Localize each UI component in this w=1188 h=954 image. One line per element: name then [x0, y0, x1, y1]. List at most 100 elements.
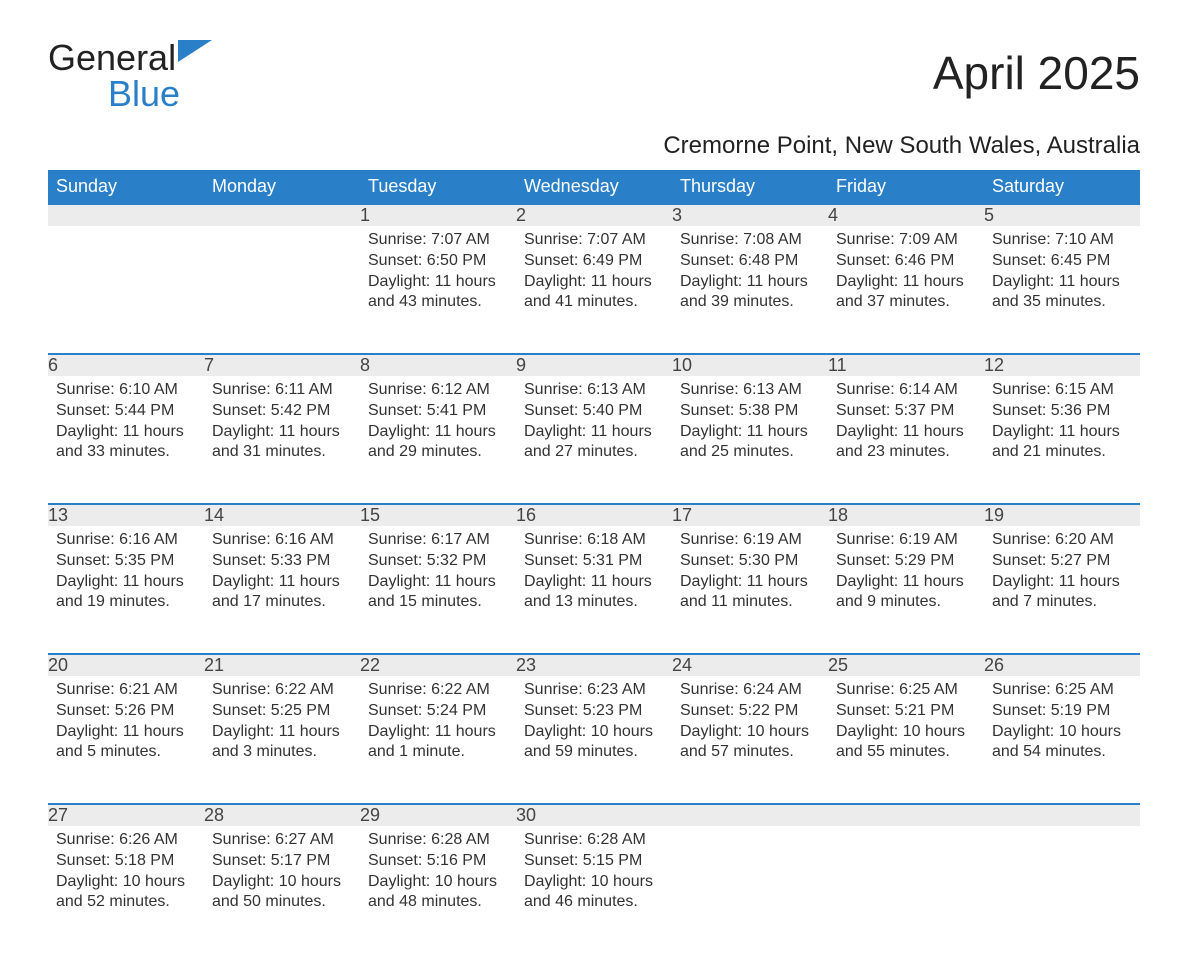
- day-number: 4: [828, 204, 984, 226]
- col-friday: Friday: [828, 170, 984, 204]
- daylight-text: Daylight: 10 hours and 59 minutes.: [524, 722, 664, 764]
- day-cell: Sunrise: 6:21 AMSunset: 5:26 PMDaylight:…: [48, 676, 204, 804]
- day-number: 12: [984, 354, 1140, 376]
- sunrise-text: Sunrise: 6:17 AM: [368, 530, 508, 551]
- sunrise-text: Sunrise: 6:28 AM: [524, 830, 664, 851]
- sunrise-text: Sunrise: 6:15 AM: [992, 380, 1132, 401]
- sunrise-text: Sunrise: 6:12 AM: [368, 380, 508, 401]
- day-number: 30: [516, 804, 672, 826]
- day-cell: Sunrise: 6:19 AMSunset: 5:29 PMDaylight:…: [828, 526, 984, 654]
- flag-icon: [178, 40, 212, 67]
- daylight-text: Daylight: 11 hours and 17 minutes.: [212, 572, 352, 614]
- daylight-text: Daylight: 11 hours and 31 minutes.: [212, 422, 352, 464]
- sunrise-text: Sunrise: 6:24 AM: [680, 680, 820, 701]
- day-cell: Sunrise: 6:27 AMSunset: 5:17 PMDaylight:…: [204, 826, 360, 954]
- daylight-text: Daylight: 10 hours and 54 minutes.: [992, 722, 1132, 764]
- week-content-row: Sunrise: 6:21 AMSunset: 5:26 PMDaylight:…: [48, 676, 1140, 804]
- day-cell: Sunrise: 6:15 AMSunset: 5:36 PMDaylight:…: [984, 376, 1140, 504]
- sunset-text: Sunset: 6:48 PM: [680, 251, 820, 272]
- day-cell: Sunrise: 6:25 AMSunset: 5:19 PMDaylight:…: [984, 676, 1140, 804]
- day-number-empty: [48, 204, 204, 226]
- sunset-text: Sunset: 6:45 PM: [992, 251, 1132, 272]
- day-number: 21: [204, 654, 360, 676]
- day-cell-empty: [984, 826, 1140, 954]
- day-cell: Sunrise: 7:07 AMSunset: 6:49 PMDaylight:…: [516, 226, 672, 354]
- day-number: 3: [672, 204, 828, 226]
- daylight-text: Daylight: 11 hours and 23 minutes.: [836, 422, 976, 464]
- sunset-text: Sunset: 5:18 PM: [56, 851, 196, 872]
- sunrise-text: Sunrise: 6:18 AM: [524, 530, 664, 551]
- sunrise-text: Sunrise: 6:25 AM: [992, 680, 1132, 701]
- sunset-text: Sunset: 6:46 PM: [836, 251, 976, 272]
- col-wednesday: Wednesday: [516, 170, 672, 204]
- brand-text: General Blue: [48, 40, 212, 112]
- week-daynum-row: 20212223242526: [48, 654, 1140, 676]
- day-number: 29: [360, 804, 516, 826]
- daylight-text: Daylight: 11 hours and 5 minutes.: [56, 722, 196, 764]
- sunset-text: Sunset: 5:21 PM: [836, 701, 976, 722]
- week-content-row: Sunrise: 6:10 AMSunset: 5:44 PMDaylight:…: [48, 376, 1140, 504]
- daylight-text: Daylight: 11 hours and 3 minutes.: [212, 722, 352, 764]
- day-number: 16: [516, 504, 672, 526]
- calendar-body: 12345Sunrise: 7:07 AMSunset: 6:50 PMDayl…: [48, 204, 1140, 954]
- daylight-text: Daylight: 11 hours and 37 minutes.: [836, 272, 976, 314]
- day-cell: Sunrise: 7:07 AMSunset: 6:50 PMDaylight:…: [360, 226, 516, 354]
- daylight-text: Daylight: 11 hours and 7 minutes.: [992, 572, 1132, 614]
- day-number: 15: [360, 504, 516, 526]
- day-number: 13: [48, 504, 204, 526]
- day-number-empty: [672, 804, 828, 826]
- sunrise-text: Sunrise: 6:25 AM: [836, 680, 976, 701]
- day-cell-empty: [204, 226, 360, 354]
- sunset-text: Sunset: 5:35 PM: [56, 551, 196, 572]
- day-number: 7: [204, 354, 360, 376]
- daylight-text: Daylight: 10 hours and 55 minutes.: [836, 722, 976, 764]
- sunrise-text: Sunrise: 7:09 AM: [836, 230, 976, 251]
- day-number: 26: [984, 654, 1140, 676]
- header: General Blue April 2025: [48, 40, 1140, 112]
- day-cell: Sunrise: 6:13 AMSunset: 5:40 PMDaylight:…: [516, 376, 672, 504]
- sunset-text: Sunset: 5:23 PM: [524, 701, 664, 722]
- sunrise-text: Sunrise: 7:08 AM: [680, 230, 820, 251]
- daylight-text: Daylight: 11 hours and 21 minutes.: [992, 422, 1132, 464]
- daylight-text: Daylight: 11 hours and 19 minutes.: [56, 572, 196, 614]
- sunrise-text: Sunrise: 6:23 AM: [524, 680, 664, 701]
- page-title: April 2025: [933, 46, 1140, 100]
- day-number: 2: [516, 204, 672, 226]
- location-subtitle: Cremorne Point, New South Wales, Austral…: [48, 132, 1140, 160]
- sunset-text: Sunset: 5:41 PM: [368, 401, 508, 422]
- day-cell: Sunrise: 6:14 AMSunset: 5:37 PMDaylight:…: [828, 376, 984, 504]
- day-cell: Sunrise: 6:16 AMSunset: 5:33 PMDaylight:…: [204, 526, 360, 654]
- brand-logo: General Blue: [48, 40, 212, 112]
- day-cell-empty: [48, 226, 204, 354]
- sunset-text: Sunset: 6:50 PM: [368, 251, 508, 272]
- day-cell: Sunrise: 6:17 AMSunset: 5:32 PMDaylight:…: [360, 526, 516, 654]
- sunrise-text: Sunrise: 6:21 AM: [56, 680, 196, 701]
- day-cell: Sunrise: 6:13 AMSunset: 5:38 PMDaylight:…: [672, 376, 828, 504]
- col-saturday: Saturday: [984, 170, 1140, 204]
- day-number-empty: [984, 804, 1140, 826]
- daylight-text: Daylight: 10 hours and 57 minutes.: [680, 722, 820, 764]
- day-number: 27: [48, 804, 204, 826]
- sunset-text: Sunset: 5:25 PM: [212, 701, 352, 722]
- day-number: 14: [204, 504, 360, 526]
- daylight-text: Daylight: 10 hours and 46 minutes.: [524, 872, 664, 914]
- calendar-table: Sunday Monday Tuesday Wednesday Thursday…: [48, 170, 1140, 954]
- sunset-text: Sunset: 5:42 PM: [212, 401, 352, 422]
- day-number: 20: [48, 654, 204, 676]
- sunrise-text: Sunrise: 6:16 AM: [56, 530, 196, 551]
- sunrise-text: Sunrise: 6:13 AM: [524, 380, 664, 401]
- daylight-text: Daylight: 11 hours and 33 minutes.: [56, 422, 196, 464]
- daylight-text: Daylight: 11 hours and 13 minutes.: [524, 572, 664, 614]
- brand-word2: Blue: [108, 73, 180, 114]
- day-number: 17: [672, 504, 828, 526]
- daylight-text: Daylight: 11 hours and 9 minutes.: [836, 572, 976, 614]
- daylight-text: Daylight: 11 hours and 39 minutes.: [680, 272, 820, 314]
- day-cell: Sunrise: 6:10 AMSunset: 5:44 PMDaylight:…: [48, 376, 204, 504]
- day-cell: Sunrise: 6:26 AMSunset: 5:18 PMDaylight:…: [48, 826, 204, 954]
- sunrise-text: Sunrise: 6:22 AM: [212, 680, 352, 701]
- sunset-text: Sunset: 5:33 PM: [212, 551, 352, 572]
- day-cell: Sunrise: 7:08 AMSunset: 6:48 PMDaylight:…: [672, 226, 828, 354]
- weekday-header-row: Sunday Monday Tuesday Wednesday Thursday…: [48, 170, 1140, 204]
- sunrise-text: Sunrise: 7:10 AM: [992, 230, 1132, 251]
- sunset-text: Sunset: 5:26 PM: [56, 701, 196, 722]
